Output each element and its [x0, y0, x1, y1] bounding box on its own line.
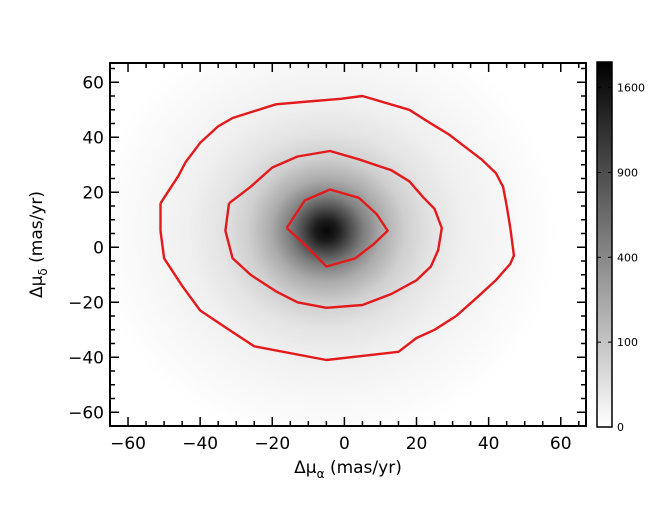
y-axis-label-unit: (mas/yr) — [27, 191, 47, 268]
colorbar-ticks: 0 100 400 900 1600 — [597, 82, 645, 434]
x-tick-label: 60 — [550, 434, 572, 454]
contour-outer — [159, 94, 516, 362]
x-axis-label: Δμα (mas/yr) — [294, 458, 402, 481]
x-axis-label-base: Δμ — [294, 458, 317, 478]
y-axis-label: Δμδ (mas/yr) — [27, 191, 50, 298]
y-axis-label-base: Δμ — [27, 275, 47, 298]
x-axis-label-sub: α — [317, 467, 325, 481]
density-field — [110, 63, 586, 426]
contour-middle — [224, 149, 443, 309]
x-tick-label: −60 — [110, 434, 146, 454]
colorbar-tick-label: 400 — [617, 251, 638, 264]
y-tick-label: 60 — [82, 73, 104, 93]
x-tick-labels: −60 −40 −20 0 20 40 60 — [110, 434, 571, 454]
y-tick-label: −20 — [68, 293, 104, 313]
plot-frame — [109, 62, 587, 427]
plot-area — [109, 62, 587, 427]
x-tick-label: 20 — [406, 434, 428, 454]
y-tick-label: 20 — [82, 183, 104, 203]
colorbar-tick-label: 1600 — [617, 82, 645, 95]
y-tick-label: 0 — [93, 238, 104, 258]
colorbar-gradient — [596, 61, 613, 428]
x-tick-label: 0 — [339, 434, 350, 454]
contour-inner — [285, 188, 389, 268]
colorbar-tick-label: 900 — [617, 166, 638, 179]
x-tick-label: −40 — [182, 434, 218, 454]
x-tick-label: −20 — [254, 434, 290, 454]
colorbar: 0 100 400 900 1600 — [596, 61, 645, 434]
y-tick-label: −60 — [68, 403, 104, 423]
y-tick-label: −40 — [68, 348, 104, 368]
y-tick-labels: −60 −40 −20 0 20 40 60 — [68, 73, 104, 423]
x-tick-label: 40 — [478, 434, 500, 454]
density-heatmap — [110, 63, 586, 426]
y-tick-label: 40 — [82, 128, 104, 148]
x-axis-label-unit: (mas/yr) — [325, 458, 402, 478]
contour-lines — [159, 94, 516, 362]
colorbar-tick-label: 0 — [617, 421, 624, 434]
colorbar-tick-label: 100 — [617, 336, 638, 349]
y-axis-label-sub: δ — [36, 268, 50, 275]
